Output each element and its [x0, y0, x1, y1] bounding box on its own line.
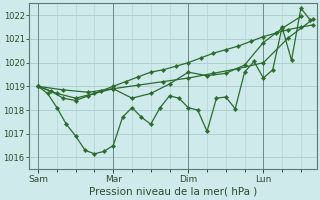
X-axis label: Pression niveau de la mer( hPa ): Pression niveau de la mer( hPa )	[89, 187, 257, 197]
